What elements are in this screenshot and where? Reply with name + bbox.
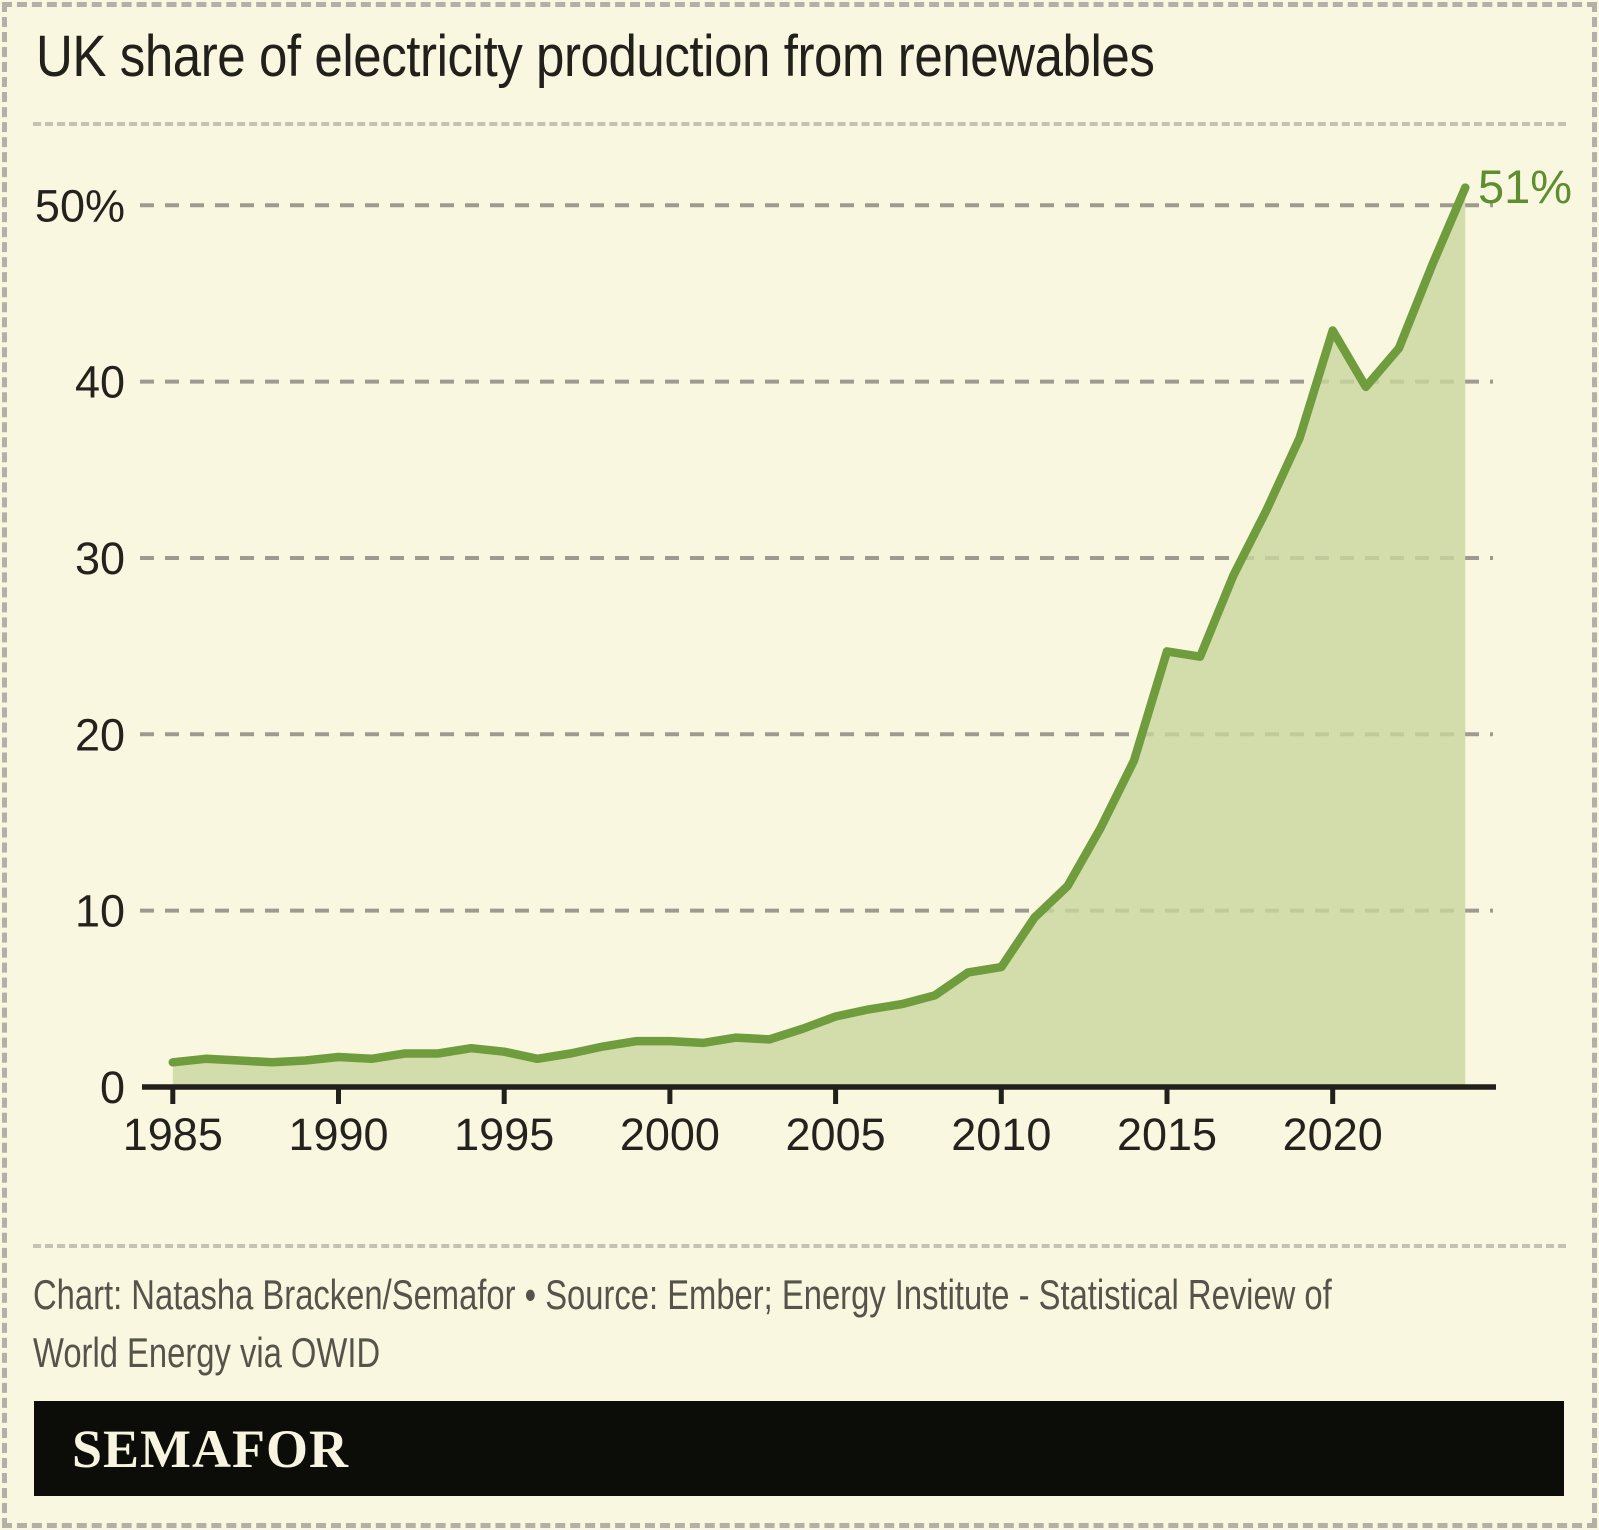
chart-title: UK share of electricity production from … — [36, 24, 1155, 89]
y-tick-label-40: 40 — [75, 357, 125, 408]
area-fill — [172, 187, 1466, 1088]
y-tick-label-20: 20 — [75, 709, 125, 760]
x-tick-label-2005: 2005 — [786, 1109, 886, 1160]
footer-separator — [33, 1244, 1566, 1248]
x-tick-label-1990: 1990 — [288, 1109, 388, 1160]
x-tick-label-1985: 1985 — [123, 1109, 223, 1160]
y-tick-label-50: 50% — [35, 180, 125, 231]
x-tick-label-2020: 2020 — [1283, 1109, 1383, 1160]
x-axis-labels: 1985 1990 1995 2000 2005 2010 2015 2020 — [123, 1109, 1383, 1160]
end-value-label: 51% — [1478, 160, 1572, 213]
x-tick-label-2000: 2000 — [620, 1109, 720, 1160]
trend-line — [168, 183, 1470, 1067]
y-tick-label-30: 30 — [75, 533, 125, 584]
attribution-line-1: Chart: Natasha Bracken/Semafor • Source:… — [33, 1271, 1332, 1318]
x-tick-label-1995: 1995 — [454, 1109, 554, 1160]
x-tick-label-2015: 2015 — [1117, 1109, 1217, 1160]
y-tick-label-0: 0 — [100, 1062, 125, 1113]
x-axis — [142, 1084, 1496, 1104]
y-axis-labels: 0 10 20 30 40 50% — [35, 180, 125, 1113]
y-tick-label-10: 10 — [75, 886, 125, 937]
attribution-line-2: World Energy via OWID — [33, 1329, 381, 1376]
attribution-text: Chart: Natasha Bracken/Semafor • Source:… — [33, 1266, 1332, 1382]
semafor-logo-bar: SEMAFOR — [34, 1401, 1564, 1496]
title-separator — [33, 122, 1566, 126]
semafor-logo: SEMAFOR — [72, 1418, 349, 1479]
x-tick-label-2010: 2010 — [951, 1109, 1051, 1160]
